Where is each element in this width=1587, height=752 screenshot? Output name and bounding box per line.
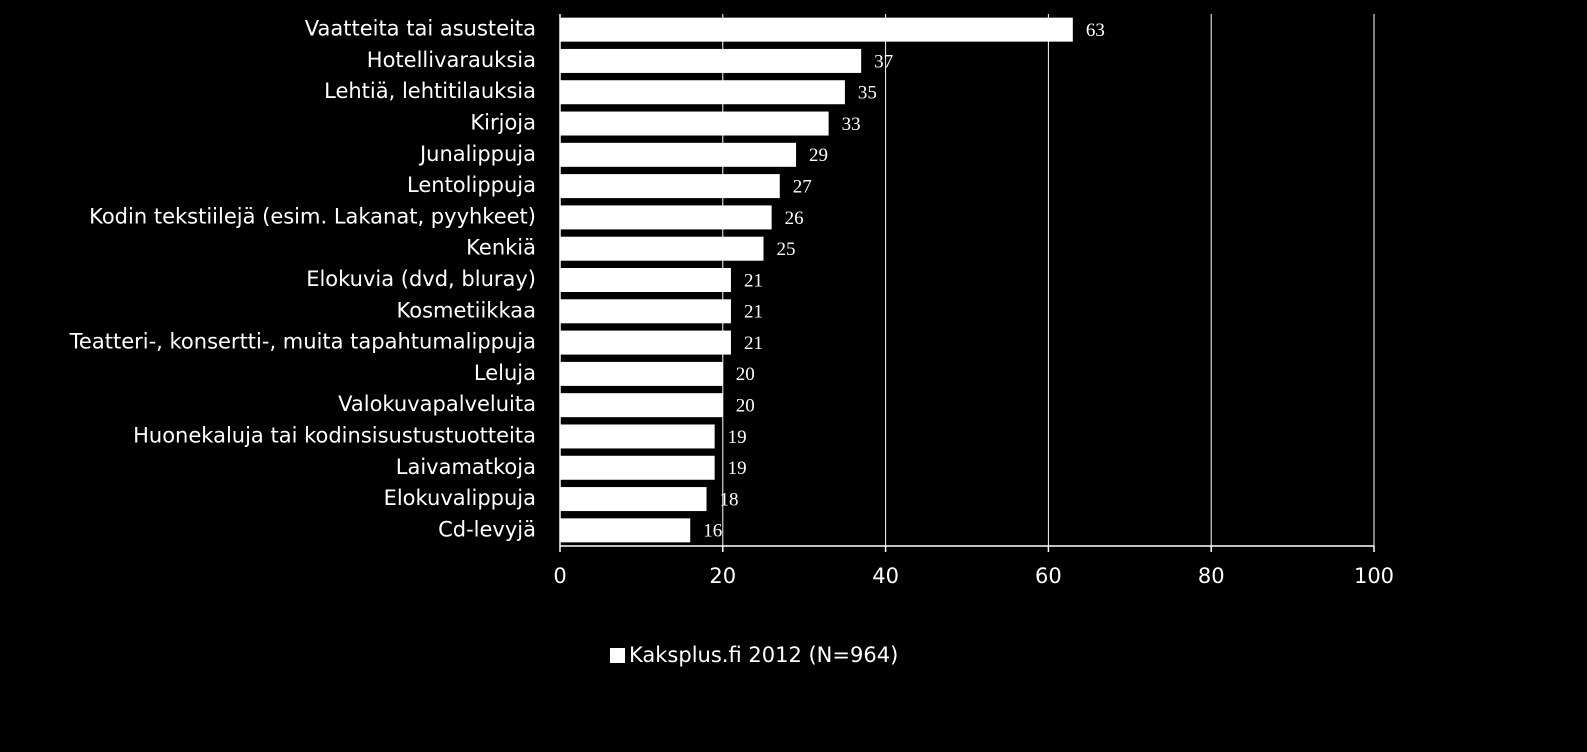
value-label: 20 — [736, 396, 755, 417]
category-label: Kenkiä — [466, 236, 536, 260]
category-label: Teatteri-, konsertti-, muita tapahtumali… — [69, 330, 536, 354]
bar — [560, 17, 1073, 42]
value-label: 27 — [793, 176, 812, 197]
bar — [560, 268, 731, 292]
value-label: 21 — [744, 270, 763, 291]
category-label: Cd-levyjä — [438, 517, 536, 541]
bar — [560, 330, 731, 355]
value-label: 35 — [858, 83, 877, 104]
value-label: 16 — [703, 521, 722, 542]
value-label: 25 — [777, 239, 796, 260]
x-tick-label: 100 — [1354, 564, 1394, 588]
value-label: 29 — [809, 145, 828, 166]
x-tick-label: 40 — [872, 564, 899, 588]
category-label: Huonekaluja tai kodinsisustustuotteita — [133, 423, 536, 447]
x-tick-label: 80 — [1198, 564, 1225, 588]
category-label: Valokuvapalveluita — [338, 392, 536, 416]
value-label: 33 — [842, 114, 861, 135]
bar — [560, 487, 707, 512]
category-label: Leluja — [474, 361, 536, 385]
bar — [560, 111, 829, 136]
category-label: Elokuvalippuja — [384, 486, 536, 510]
x-tick-label: 0 — [553, 564, 566, 588]
bar — [560, 174, 780, 199]
legend-label: Kaksplus.fi 2012 (N=964) — [629, 643, 898, 667]
value-label: 37 — [874, 51, 893, 72]
x-tick-label: 60 — [1035, 564, 1062, 588]
category-label: Kirjoja — [470, 111, 536, 135]
category-label: Laivamatkoja — [396, 455, 536, 479]
value-label: 20 — [736, 364, 755, 385]
bar — [560, 393, 723, 418]
value-label: 21 — [744, 333, 763, 354]
bar — [560, 361, 723, 386]
value-label: 26 — [785, 208, 804, 229]
value-label: 19 — [728, 427, 747, 448]
x-tick-label: 20 — [709, 564, 736, 588]
category-label: Kosmetiikkaa — [397, 298, 536, 322]
category-label: Lehtiä, lehtitilauksia — [324, 79, 536, 103]
bar — [560, 48, 862, 73]
bar — [560, 518, 691, 543]
bar — [560, 142, 797, 167]
bar — [560, 455, 715, 480]
value-label: 63 — [1086, 20, 1105, 41]
category-label: Hotellivarauksia — [367, 48, 536, 72]
value-label: 18 — [720, 489, 739, 510]
bar — [560, 299, 731, 324]
category-label: Kodin tekstiilejä (esim. Lakanat, pyyhke… — [89, 204, 536, 228]
category-label: Lentolippuja — [407, 173, 536, 197]
bar — [560, 424, 715, 449]
legend-swatch — [610, 648, 625, 663]
category-label: Junalippuja — [418, 142, 536, 166]
bar — [560, 80, 845, 105]
bar — [560, 236, 764, 261]
value-label: 21 — [744, 302, 763, 323]
category-label: Elokuvia (dvd, bluray) — [306, 267, 536, 291]
value-label: 19 — [728, 458, 747, 479]
category-label: Vaatteita tai asusteita — [305, 17, 536, 41]
bar — [560, 205, 772, 230]
